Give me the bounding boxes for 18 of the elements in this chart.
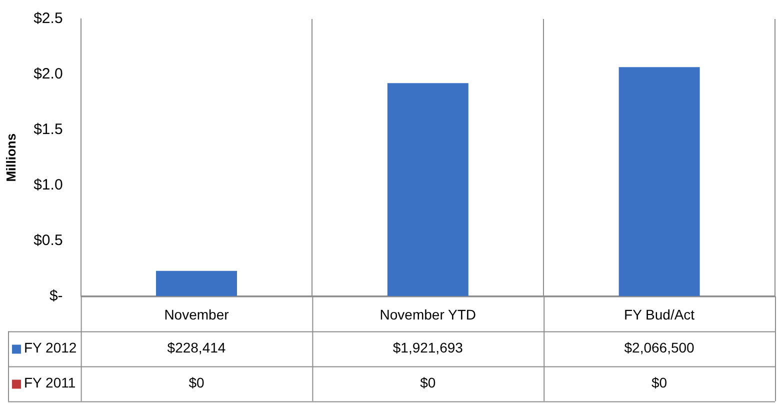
text: $228,414 xyxy=(167,340,226,356)
text: $0 xyxy=(420,374,436,391)
text: $1,921,693 xyxy=(392,340,464,356)
text: $0 xyxy=(188,374,204,391)
legend-label: FY 2011 xyxy=(24,374,76,391)
y-tick-label: $2.5 xyxy=(34,10,63,28)
y-tick-label: $2.0 xyxy=(34,66,63,83)
legend-label: FY 2012 xyxy=(24,340,77,356)
y-tick-label: $1.0 xyxy=(34,176,63,194)
text: $2,066,500 xyxy=(624,340,695,356)
x-tick-label: November xyxy=(164,306,230,322)
y-tick-label: $1.5 xyxy=(34,121,63,138)
y-tick-label: $0.5 xyxy=(34,232,63,249)
y-axis-title: Millions xyxy=(3,133,18,182)
y-tick-label: $- xyxy=(49,287,63,304)
x-tick-label: November YTD xyxy=(380,306,476,322)
text: $0 xyxy=(652,374,668,391)
x-tick-label: FY Bud/Act xyxy=(624,306,695,322)
